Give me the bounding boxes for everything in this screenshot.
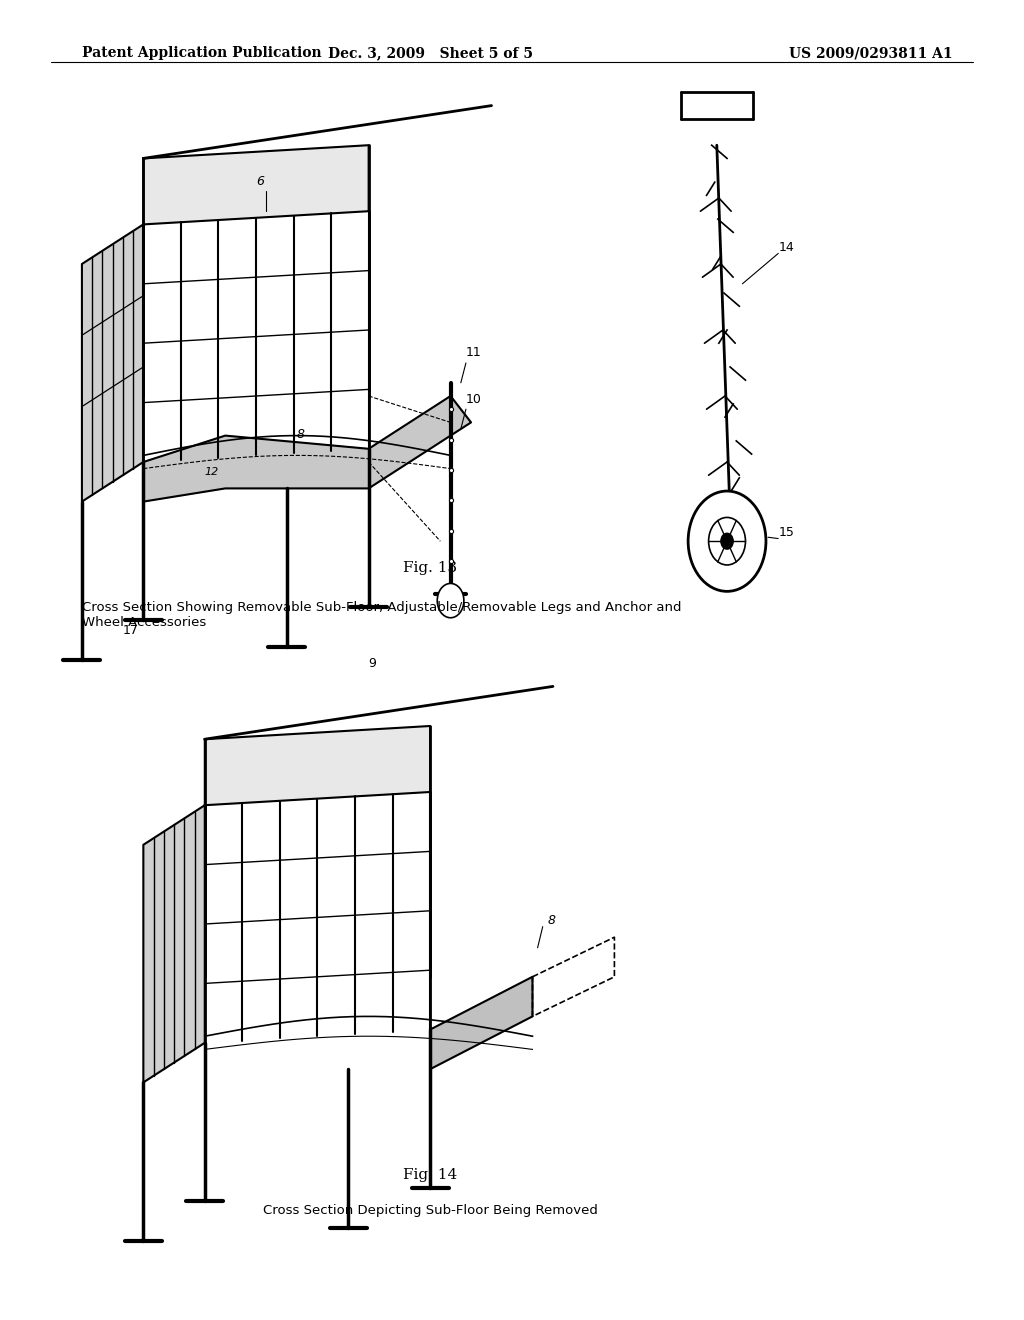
Circle shape [721, 533, 733, 549]
Text: Patent Application Publication: Patent Application Publication [82, 46, 322, 61]
Text: Fig. 13: Fig. 13 [403, 561, 457, 576]
Text: 17: 17 [123, 623, 139, 636]
Text: 14: 14 [778, 240, 794, 253]
Circle shape [688, 491, 766, 591]
Polygon shape [143, 805, 205, 1082]
Text: 8: 8 [548, 913, 556, 927]
Text: Cross Section Depicting Sub-Floor Being Removed: Cross Section Depicting Sub-Floor Being … [262, 1204, 598, 1217]
Text: 15: 15 [778, 525, 795, 539]
Polygon shape [82, 224, 143, 502]
Polygon shape [430, 977, 532, 1069]
Polygon shape [143, 145, 369, 224]
Circle shape [709, 517, 745, 565]
Text: 6: 6 [256, 174, 264, 187]
Polygon shape [205, 726, 430, 805]
Text: US 2009/0293811 A1: US 2009/0293811 A1 [788, 46, 952, 61]
Polygon shape [143, 396, 471, 502]
Text: 10: 10 [466, 392, 482, 405]
Text: 8: 8 [297, 428, 305, 441]
Text: Fig. 14: Fig. 14 [403, 1168, 457, 1183]
Text: 9: 9 [369, 656, 377, 669]
Circle shape [437, 583, 464, 618]
Text: Dec. 3, 2009   Sheet 5 of 5: Dec. 3, 2009 Sheet 5 of 5 [328, 46, 532, 61]
Text: Cross Section Showing Removable Sub-Floor, Adjustable/Removable Legs and Anchor : Cross Section Showing Removable Sub-Floo… [82, 601, 681, 628]
Text: 12: 12 [205, 467, 219, 478]
Text: 11: 11 [466, 346, 481, 359]
